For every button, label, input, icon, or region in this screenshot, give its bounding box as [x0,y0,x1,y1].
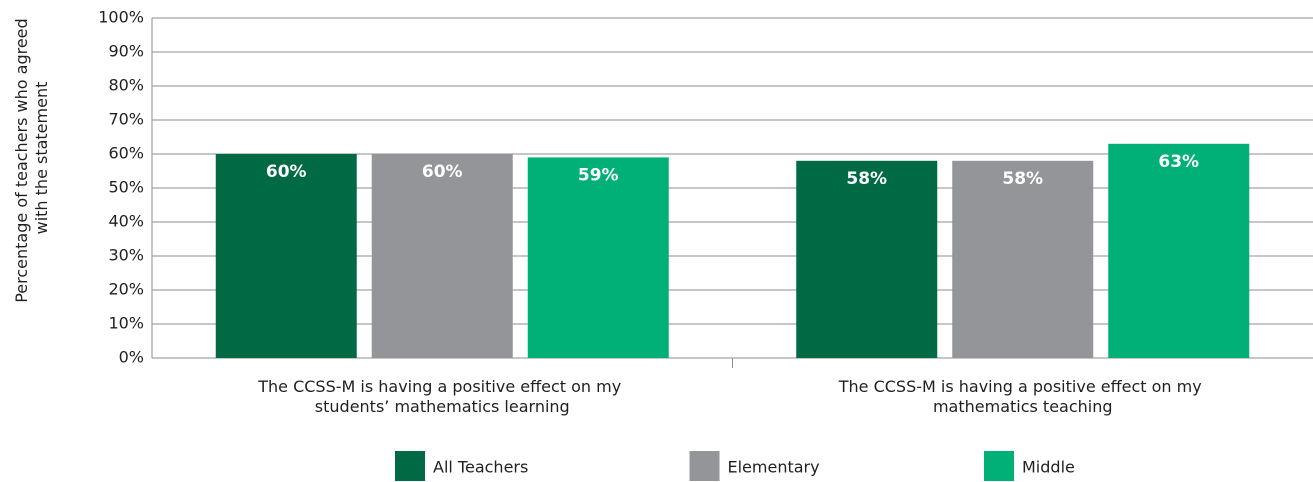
bar [952,160,1094,358]
value-label: 59% [578,165,619,185]
legend-swatch [395,451,425,481]
y-tick-label: 90% [108,42,144,61]
x-tick-label: The CCSS-M is having a positive effect o… [838,377,1207,416]
bar [527,157,669,358]
legend-swatch [689,451,720,481]
y-tick-label: 10% [108,314,144,333]
bar [215,154,357,358]
bar [1108,143,1250,358]
value-label: 58% [846,169,887,189]
y-tick-label: 40% [108,212,144,231]
y-tick-label: 100% [98,8,144,27]
value-label: 63% [1158,152,1199,172]
legend-label: All Teachers [433,458,528,477]
value-label: 58% [1002,169,1043,189]
y-tick-label: 0% [119,348,144,367]
value-label: 60% [422,162,463,182]
legend-label: Elementary [728,458,820,477]
x-tick-label: The CCSS-M is having a positive effect o… [257,377,626,416]
y-tick-label: 20% [108,280,144,299]
legend-label: Middle [1022,458,1075,477]
value-label: 60% [266,162,307,182]
y-tick-label: 60% [108,144,144,163]
y-tick-label: 30% [108,246,144,265]
y-tick-label: 70% [108,110,144,129]
bar [796,160,938,358]
y-axis-title: Percentage of teachers who agreed with t… [12,13,51,303]
legend-swatch [984,451,1014,481]
y-tick-label: 80% [108,76,144,95]
bar [371,154,513,358]
y-tick-label: 50% [108,178,144,197]
